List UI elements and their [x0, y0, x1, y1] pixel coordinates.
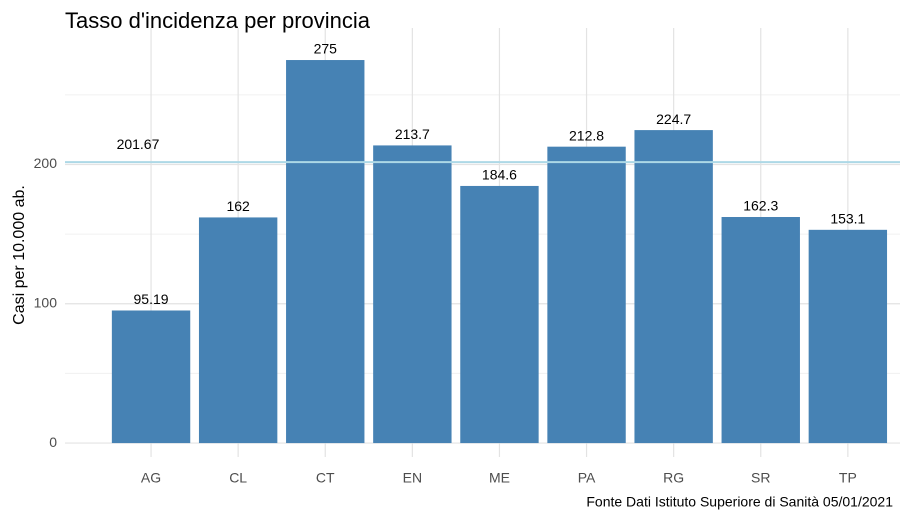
data-label: 275 — [314, 41, 338, 57]
bar — [634, 130, 713, 444]
data-label: 184.6 — [482, 167, 517, 183]
data-label: 213.7 — [395, 126, 430, 142]
x-tick-label: PA — [578, 470, 596, 486]
bar — [721, 217, 800, 444]
bar — [460, 185, 539, 444]
bar — [198, 217, 278, 444]
caption: Fonte Dati Istituto Superiore di Sanità … — [586, 494, 893, 510]
data-label: 224.7 — [656, 111, 691, 127]
bar — [111, 310, 191, 444]
data-label: 153.1 — [830, 211, 865, 227]
x-tick-label: ME — [489, 470, 510, 486]
x-tick-label: SR — [751, 470, 770, 486]
bar — [547, 146, 626, 444]
x-tick-label: TP — [839, 470, 857, 486]
data-label: 162 — [226, 198, 250, 214]
x-tick-label: CT — [316, 470, 335, 486]
y-tick-label: 0 — [49, 434, 57, 450]
y-axis-label: Casi per 10.000 ab. — [11, 185, 28, 325]
y-tick-label: 100 — [34, 294, 58, 310]
data-label: 162.3 — [743, 198, 778, 214]
chart-title: Tasso d'incidenza per provincia — [65, 8, 371, 33]
bar — [808, 229, 888, 444]
data-label: 95.19 — [134, 291, 169, 307]
x-tick-label: CL — [229, 470, 247, 486]
bar — [373, 145, 452, 444]
reference-label: 201.67 — [117, 136, 160, 152]
y-tick-label: 200 — [34, 155, 58, 171]
x-tick-label: EN — [403, 470, 422, 486]
data-label: 212.8 — [569, 127, 604, 143]
bar — [286, 60, 365, 444]
x-tick-label: AG — [141, 470, 161, 486]
x-tick-label: RG — [663, 470, 684, 486]
